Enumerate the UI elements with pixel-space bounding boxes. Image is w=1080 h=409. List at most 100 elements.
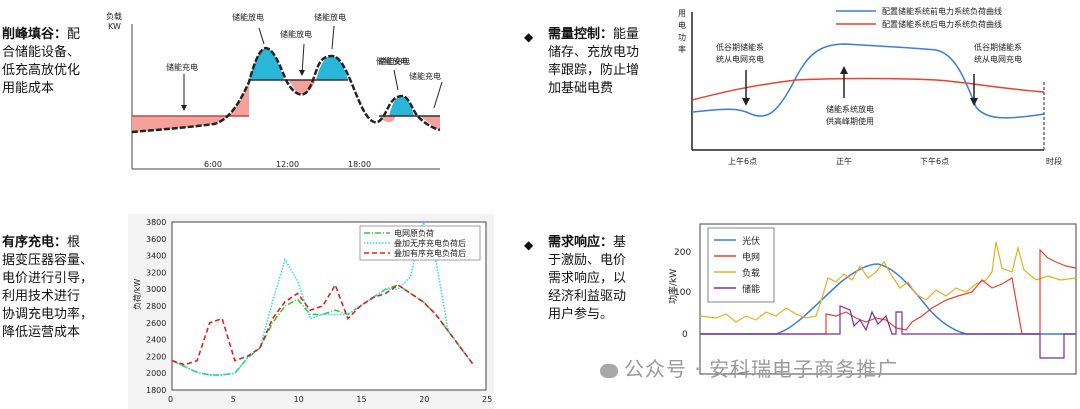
label-charge: 储能充电: [409, 71, 441, 81]
desc-line: 率跟踪，防止增: [548, 63, 640, 78]
y-tick-label: 0: [682, 330, 688, 340]
y-tick-label: 3000: [146, 285, 166, 294]
x-tick-label: 上午6点: [728, 156, 757, 166]
arrow: [393, 69, 399, 91]
demand-response-svg: 功率/kW 0 100 200 光伏 电网 负载 储能: [667, 223, 1077, 375]
demand-response-title: 需求响应：: [548, 235, 614, 250]
load-curve: [131, 46, 441, 134]
charge-area-4: [419, 116, 440, 130]
label-discharge: 储能放电: [376, 56, 408, 66]
ordered-charging-svg: 负荷/kW 1800 2000 2200 2400 2600 2800 3000 3200 34…: [132, 218, 492, 404]
x-tick-label: 10: [294, 395, 304, 404]
arrow-head: [181, 105, 187, 111]
desc-line: 经济利益驱动: [548, 289, 627, 304]
y-tick-label: 2000: [146, 369, 166, 378]
arrow: [258, 27, 265, 45]
arrow-head: [299, 70, 305, 76]
demand-control-title: 需量控制：: [548, 27, 614, 42]
label-discharge: 储能放电: [232, 12, 264, 22]
label-charge: 储能充电: [166, 62, 198, 72]
bullet-icon: ◆: [524, 238, 534, 252]
legend-label: 储能: [742, 283, 760, 295]
y-axis-label-line2: KW: [108, 22, 121, 31]
y-tick-label: 200: [674, 248, 691, 258]
legend-box: [707, 227, 775, 303]
desc-line: 需求响应，以: [548, 271, 627, 286]
desc-line: 低充高放优化: [2, 63, 81, 78]
y-tick-label: 3400: [146, 252, 166, 261]
label-discharge: 储能放电: [314, 12, 346, 22]
after-curve: [691, 77, 1045, 101]
legend-label: 叠加无序充电负荷后: [394, 238, 466, 248]
ann-1b: 统从电网充电: [716, 54, 764, 64]
x-tick-label: 5: [231, 395, 236, 404]
annotation-line: 低谷期储能系: [974, 42, 1022, 52]
legend-label: 光伏: [742, 235, 760, 247]
desc-line: 配: [67, 27, 81, 42]
series-line-1: [171, 219, 475, 376]
x-tick-label: 20: [419, 395, 429, 404]
y-label: 用: [678, 9, 686, 18]
demand-control-chart: 用 电 功 率 配置储能系统前电力系统负荷曲线 配置储能系统后电力系统负荷曲线 …: [676, 2, 1076, 174]
desc-line: 电价进行引导，: [2, 271, 94, 286]
annotation-line: 储能系统放电: [826, 104, 874, 114]
annotation-line: 供高峰期使用: [826, 116, 874, 126]
y-tick-label: 2600: [146, 319, 166, 328]
label-charge: 储能充电: [378, 56, 410, 66]
charge-area-1: [132, 84, 249, 132]
y-axis-label: 负荷/kW: [132, 279, 142, 310]
demand-response-chart: 功率/kW 0 100 200 光伏 电网 负载 储能: [656, 218, 1080, 409]
y-tick-label: 2800: [146, 302, 166, 311]
tick-group: 1800 2000 2200 2400 2600 2800 3000 3200 3400 3600…: [146, 218, 492, 404]
watermark: 公众号 · 安科瑞电子商务推广: [600, 353, 898, 382]
desc-line: 基: [613, 235, 627, 250]
annotation-line: 统从电网充电: [974, 54, 1022, 64]
series-line-0: [171, 284, 475, 376]
demand-control-desc: 需量控制：能量 储存、充放电功 率跟踪，防止增 加基础电费: [548, 26, 668, 98]
desc-line: 能量: [613, 27, 640, 42]
y-tick-label: 100: [674, 288, 691, 298]
x-tick-label: 18:00: [348, 160, 371, 169]
watermark-text: 公众号 · 安科瑞电子商务推广: [624, 357, 899, 381]
x-tick-label: 12:00: [276, 160, 299, 169]
storage-line: [700, 305, 1076, 359]
charge-area-2: [289, 80, 316, 95]
discharge-area-2: [316, 56, 348, 80]
ann-3a: 低谷期储能系: [974, 42, 1022, 52]
y-tick-label: 2200: [146, 352, 166, 361]
desc-line: 加基础电费: [548, 81, 614, 96]
desc-line: 于激励、电价: [548, 253, 627, 268]
arrow-head: [742, 98, 750, 106]
series-group: [171, 219, 475, 376]
x-tick-label: 正午: [836, 156, 852, 166]
legend-label: 电网: [742, 251, 760, 263]
desc-line: 根: [67, 235, 81, 250]
legend-label: 叠加有序充电负荷后: [394, 248, 466, 258]
peak-shaving-desc: 削峰填谷：配 合储能设备、 低充高放优化 用能成本: [2, 26, 100, 98]
peak-shaving-title: 削峰填谷：: [2, 27, 68, 42]
arrow: [331, 25, 335, 50]
x-tick-label: 25: [482, 395, 492, 404]
demand-response-desc: 需求响应：基 于激励、电价 需求响应，以 经济利益驱动 用户参与。: [548, 234, 648, 324]
ann-1a: 低谷期储能系: [716, 42, 764, 52]
ann-2b: 供高峰期使用: [826, 116, 874, 126]
x-tick-label: 0: [168, 395, 173, 404]
peak-shaving-svg: 负载 KW 储能放电 储能放电 储能充电 储能放电 储能充电 储能放电 储能: [106, 11, 443, 170]
arrow: [301, 43, 305, 75]
ordered-charging-title: 有序充电：: [2, 235, 68, 250]
y-tick-label: 2400: [146, 336, 166, 345]
desc-line: 据变压器容量、: [2, 253, 94, 268]
y-label: 电: [678, 20, 686, 30]
annotation-line: 低谷期储能系: [716, 42, 764, 52]
x-tick-label: 时段: [1046, 156, 1062, 166]
desc-line: 储存、充放电功: [548, 45, 640, 60]
wechat-icon: [600, 363, 618, 378]
demand-control-svg: 用 电 功 率 配置储能系统前电力系统负荷曲线 配置储能系统后电力系统负荷曲线 …: [678, 6, 1062, 166]
desc-line: 降低运营成本: [2, 325, 81, 340]
y-tick-label: 3600: [146, 235, 166, 244]
annotation-line: 统从电网充电: [716, 54, 764, 64]
legend-label: 电网原负荷: [394, 228, 434, 238]
ordered-charging-desc: 有序充电：根 据变压器容量、 电价进行引导， 利用技术进行 协调充电功率， 降低…: [2, 234, 106, 342]
desc-line: 利用技术进行: [2, 289, 81, 304]
legend-before: 配置储能系统前电力系统负荷曲线: [882, 6, 1002, 16]
